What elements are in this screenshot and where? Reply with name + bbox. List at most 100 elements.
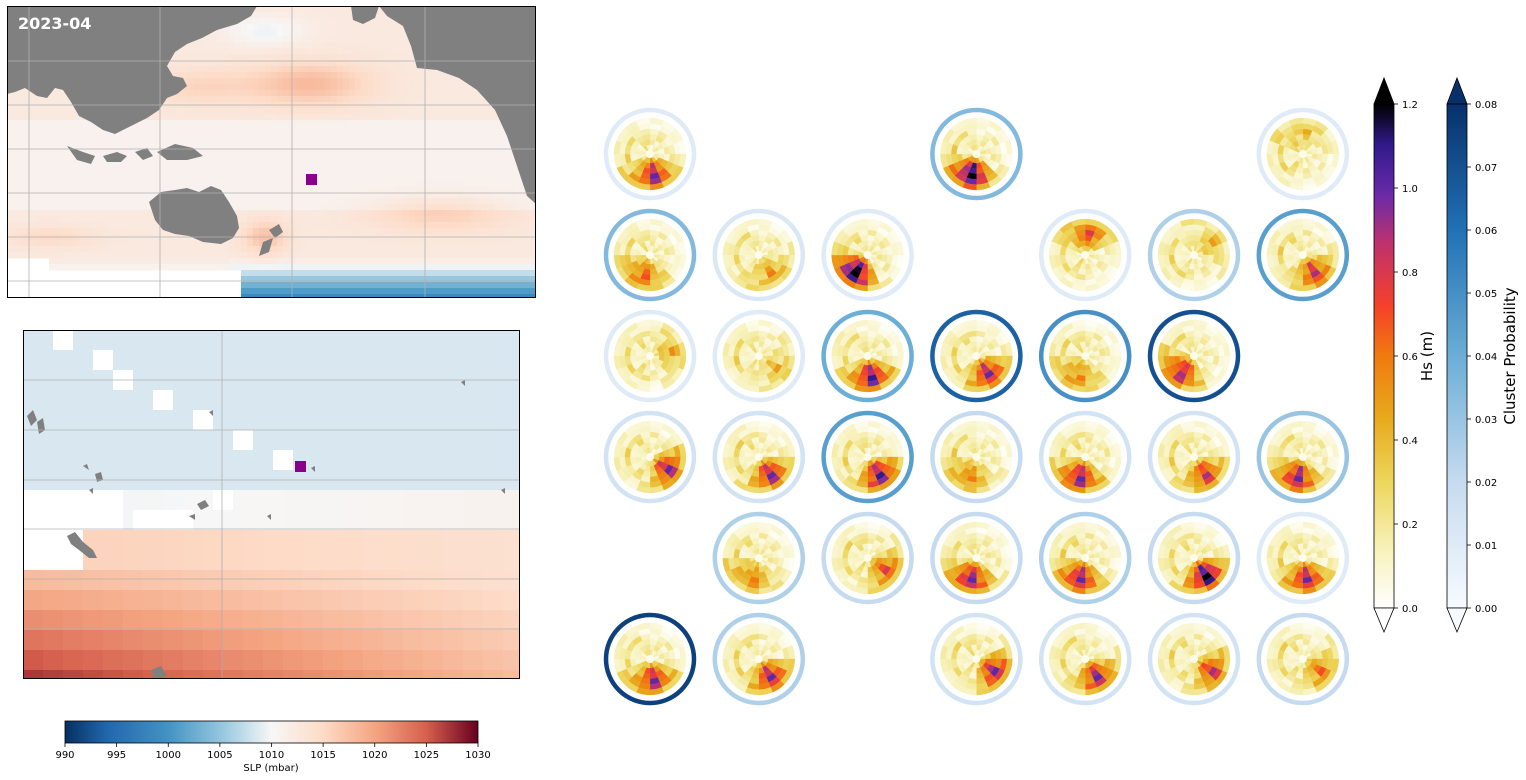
prob-tick-label: 0.04	[1475, 352, 1497, 363]
hs-colorbar: 0.0 0.2 0.4 0.6 0.8 1.0 1.2 Hs (m)	[1373, 76, 1436, 634]
rose-cell	[853, 218, 868, 227]
prob-tick-label: 0.07	[1475, 163, 1497, 174]
cluster-rose	[603, 309, 697, 403]
cluster-probability-ring	[1038, 208, 1132, 302]
cluster-probability-ring	[1147, 612, 1241, 706]
map-gridlines	[23, 330, 520, 679]
rose-center	[1190, 251, 1198, 259]
cluster-rose	[1256, 208, 1350, 302]
cluster-rose	[1038, 410, 1132, 504]
rose-cell	[636, 420, 651, 429]
cluster-probability-ring	[930, 410, 1023, 504]
rose-center	[1190, 554, 1198, 562]
rose-center	[863, 554, 872, 562]
cluster-rose	[1038, 612, 1132, 706]
prob-tick-label: 0.08	[1475, 100, 1497, 111]
slp-tick-label: 1005	[207, 750, 232, 761]
rose-cell	[1180, 521, 1195, 530]
location-marker	[306, 174, 317, 185]
cluster-rose	[1038, 208, 1132, 302]
slp-colorbar-label: SLP (mbar)	[243, 763, 298, 774]
rose-center	[1081, 453, 1090, 461]
hs-tick-label: 0.2	[1402, 520, 1418, 531]
rose-cell	[1288, 622, 1303, 631]
cluster-rose	[712, 410, 806, 504]
cluster-rose	[930, 309, 1023, 403]
hs-tick-label: 0.4	[1402, 436, 1418, 447]
rose-cell	[853, 319, 868, 328]
rose-cell	[962, 521, 977, 530]
cluster-rose	[603, 208, 697, 302]
rose-cell	[1071, 319, 1086, 328]
date-label: 2023-04	[18, 14, 91, 33]
cluster-rose	[821, 208, 914, 302]
rose-center	[754, 453, 763, 461]
cluster-probability-ring	[930, 107, 1023, 201]
cluster-rose	[930, 410, 1023, 504]
cluster-probability-ring	[603, 410, 697, 504]
slp-tick-label: 1020	[362, 750, 387, 761]
prob-tick-label: 0.00	[1475, 604, 1497, 615]
prob-tick-label: 0.01	[1475, 541, 1497, 552]
cluster-rose	[821, 309, 914, 403]
hs-tick-label: 1.2	[1402, 100, 1418, 111]
rose-cell	[636, 319, 651, 328]
cluster-probability-ring	[821, 410, 914, 504]
cluster-probability-ring	[821, 309, 914, 403]
cluster-probability-ring	[712, 208, 806, 302]
rose-cell	[744, 622, 759, 631]
cluster-probability-ring	[1256, 208, 1350, 302]
hs-colorbar-label: Hs (m)	[1418, 331, 1436, 381]
prob-tick-label: 0.03	[1475, 415, 1497, 426]
cluster-rose	[1256, 612, 1350, 706]
cluster-rose	[603, 107, 697, 201]
cluster-rose	[930, 107, 1023, 201]
cluster-probability-ring	[603, 208, 697, 302]
cluster-probability-ring	[603, 309, 697, 403]
landmass-nz	[259, 224, 283, 256]
slp-field-regional	[23, 330, 520, 679]
cluster-rose	[712, 208, 806, 302]
rose-cell	[1288, 117, 1303, 126]
cluster-rose	[1038, 511, 1132, 605]
cluster-probability-ring	[712, 511, 806, 605]
rose-center	[646, 655, 654, 663]
rose-center	[1081, 655, 1090, 663]
rose-center	[1081, 251, 1090, 259]
slp-tick-label: 995	[107, 750, 126, 761]
cluster-probability-ring	[930, 511, 1023, 605]
slp-colorbar: 990 995 1000 1005 1010 1015 1020 1025 1030 SLP (…	[55, 720, 491, 774]
cluster-rose	[1147, 410, 1241, 504]
rose-center	[1298, 655, 1307, 663]
cluster-probability-ring	[821, 208, 914, 302]
cluster-probability-ring	[712, 309, 806, 403]
cluster-probability-ring	[603, 612, 697, 706]
rose-center	[1190, 655, 1198, 663]
rose-center	[863, 352, 872, 360]
landmass-australia	[149, 186, 239, 244]
cluster-probability-ring	[1038, 410, 1132, 504]
rose-cell	[1288, 218, 1303, 227]
rose-cell	[1180, 319, 1195, 328]
slp-tick-label: 1030	[465, 750, 490, 761]
hs-tick-label: 0.6	[1402, 352, 1418, 363]
rose-center	[972, 655, 981, 663]
rose-center	[646, 251, 654, 259]
cluster-rose	[712, 612, 806, 706]
cluster-probability-ring	[1147, 208, 1241, 302]
rose-cell	[1288, 420, 1303, 429]
rose-center	[754, 655, 763, 663]
cluster-probability-ring	[1256, 107, 1350, 201]
cluster-rose	[930, 612, 1023, 706]
rose-center	[646, 150, 654, 158]
rose-cell	[962, 622, 977, 631]
landmass-alaska	[351, 6, 379, 24]
rose-cell	[962, 420, 977, 429]
rose-center	[1081, 352, 1090, 360]
cluster-probability-ring	[1147, 511, 1241, 605]
cluster-probability-ring	[930, 309, 1023, 403]
rose-cell	[1071, 218, 1086, 227]
rose-cell	[853, 521, 868, 530]
slp-tick-label: 1000	[156, 750, 181, 761]
cluster-rose	[1256, 511, 1350, 605]
